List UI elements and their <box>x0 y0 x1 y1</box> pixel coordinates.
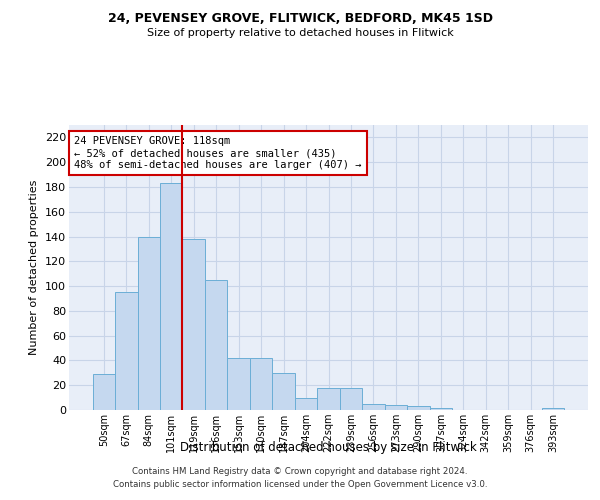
Bar <box>137 236 160 410</box>
Bar <box>227 358 250 410</box>
Bar <box>115 292 137 410</box>
Bar <box>295 398 317 410</box>
Bar <box>407 406 430 410</box>
Text: Contains HM Land Registry data © Crown copyright and database right 2024.: Contains HM Land Registry data © Crown c… <box>132 467 468 476</box>
Text: Size of property relative to detached houses in Flitwick: Size of property relative to detached ho… <box>146 28 454 38</box>
Bar <box>205 280 227 410</box>
Bar <box>160 183 182 410</box>
Bar <box>92 374 115 410</box>
Bar <box>542 408 565 410</box>
Bar <box>250 358 272 410</box>
Y-axis label: Number of detached properties: Number of detached properties <box>29 180 40 355</box>
Bar <box>385 405 407 410</box>
Bar <box>362 404 385 410</box>
Text: Distribution of detached houses by size in Flitwick: Distribution of detached houses by size … <box>181 441 477 454</box>
Bar <box>272 373 295 410</box>
Text: 24 PEVENSEY GROVE: 118sqm
← 52% of detached houses are smaller (435)
48% of semi: 24 PEVENSEY GROVE: 118sqm ← 52% of detac… <box>74 136 362 170</box>
Bar <box>317 388 340 410</box>
Text: Contains public sector information licensed under the Open Government Licence v3: Contains public sector information licen… <box>113 480 487 489</box>
Bar <box>430 408 452 410</box>
Bar <box>340 388 362 410</box>
Bar <box>182 239 205 410</box>
Text: 24, PEVENSEY GROVE, FLITWICK, BEDFORD, MK45 1SD: 24, PEVENSEY GROVE, FLITWICK, BEDFORD, M… <box>107 12 493 26</box>
